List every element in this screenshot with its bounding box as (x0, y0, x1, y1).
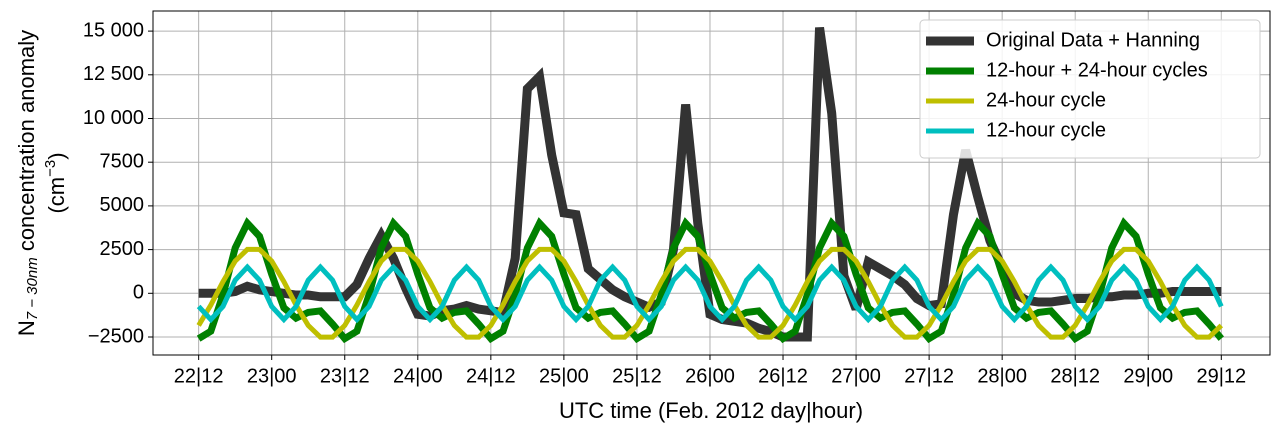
tick-layer: 22|12 23|00 23|12 24|00 24|12 25|00 25|12 26|00… (83, 19, 1246, 387)
x-tick-label: 25|12 (612, 365, 662, 387)
x-tick-label: 26|12 (758, 365, 808, 387)
y-label-main: N (14, 320, 39, 336)
x-tick-label: 23|12 (320, 365, 370, 387)
x-tick-label: 23|00 (247, 365, 297, 387)
y-label-rest: concentration anomaly (14, 30, 39, 257)
x-tick-label: 26|00 (685, 365, 735, 387)
y-tick-label: 5000 (100, 194, 145, 216)
x-tick-label: 25|00 (539, 365, 589, 387)
legend-label: 12-hour cycle (986, 119, 1106, 141)
plot-frame (152, 10, 1271, 356)
legend-label: 12-hour + 24-hour cycles (986, 59, 1208, 81)
series-line (196, 263, 1224, 324)
x-axis-label: UTC time (Feb. 2012 day|hour) (559, 398, 863, 423)
legend: Original Data + Hanning 12-hour + 24-hour… (919, 19, 1261, 159)
y-label-sub: 7 − 30nm (24, 257, 41, 320)
line-layer (196, 26, 1224, 344)
series-line (196, 217, 1224, 344)
x-tick-label: 24|12 (466, 365, 516, 387)
x-tick-label: 28|12 (1050, 365, 1100, 387)
x-tick-label: 29|12 (1196, 365, 1246, 387)
x-tick-label: 22|12 (174, 365, 224, 387)
y-unit-open: (cm (44, 177, 69, 214)
x-tick-label: 27|00 (831, 365, 881, 387)
y-axis-label: N7 − 30nm concentration anomaly (14, 30, 41, 336)
y-tick-label: 15 000 (83, 19, 144, 41)
x-tick-label: 27|12 (904, 365, 954, 387)
legend-box (919, 19, 1261, 159)
y-axis-unit: (cm−3) (42, 152, 69, 213)
legend-label: 24-hour cycle (986, 89, 1106, 111)
legend-label: Original Data + Hanning (986, 29, 1200, 51)
x-tick-label: 24|00 (393, 365, 443, 387)
series-line (198, 26, 1222, 342)
y-tick-label: 0 (133, 282, 144, 304)
x-tick-label: 28|00 (977, 365, 1027, 387)
y-tick-label: 12 500 (83, 63, 144, 85)
y-unit-sup: −3 (42, 160, 59, 177)
y-tick-label: 7500 (100, 150, 145, 172)
y-tick-label: 2500 (100, 238, 145, 260)
series-line (196, 246, 1224, 340)
y-tick-label: 10 000 (83, 107, 144, 129)
y-unit-close: ) (44, 152, 69, 159)
y-tick-label: −2500 (88, 325, 144, 347)
x-tick-label: 29|00 (1123, 365, 1173, 387)
